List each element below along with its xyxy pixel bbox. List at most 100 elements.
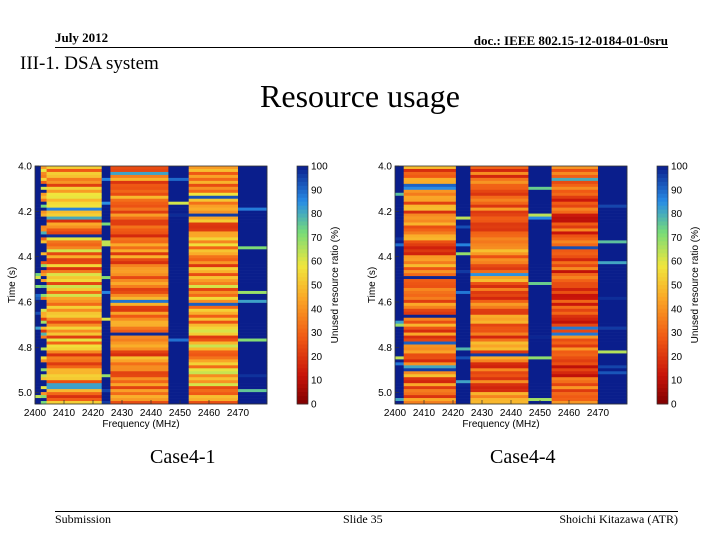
heatmap-cell [101,279,111,283]
heatmap-cell [188,368,239,372]
heatmap-cell [598,168,628,173]
heatmap-cell [188,320,239,324]
heatmap-cell [598,323,628,327]
heatmap-cell [168,332,189,336]
colorbar-label: Unused resource ratio (%) [330,227,341,344]
heatmap-cell [551,302,599,307]
heatmap-cell [238,377,268,381]
heatmap-cell [455,225,471,229]
heatmap-cell [40,168,47,173]
heatmap-cell [110,386,169,390]
heatmap-cell [110,341,169,345]
heatmap-cell [40,186,47,191]
x-tick-label: 2420 [82,408,105,419]
heatmap-cell [110,344,169,348]
heatmap-cell [238,270,268,274]
heatmap-cell [46,317,102,321]
heatmap-cell [238,317,268,321]
heatmap-cell [46,290,102,295]
heatmap-cell [403,258,457,262]
heatmap-cell [46,261,102,265]
heatmap-cell [46,243,102,247]
heatmap-cell [395,189,404,194]
heatmap-cell [188,267,239,271]
heatmap-cell [528,323,552,327]
heatmap-cell [35,296,42,301]
heatmap-cell [46,314,102,319]
heatmap-cell [46,380,102,384]
heatmap-cell [35,359,42,363]
heatmap-cell [168,320,189,324]
heatmap-cell [188,225,239,229]
heatmap-cell [528,383,552,387]
heatmap-cell [455,273,471,277]
heatmap-cell [46,166,102,170]
colorbar-step [657,177,668,183]
colorbar-step [657,356,668,361]
colorbar-step [657,368,668,373]
heatmap-cell [101,395,111,399]
heatmap-cell [403,192,457,197]
heatmap-cell [168,398,189,402]
x-tick-label: 2430 [471,408,494,419]
heatmap-cell [238,186,268,191]
heatmap-cell [395,287,404,292]
heatmap-cell [101,350,111,354]
heatmap-cell [403,287,457,292]
heatmap-cell [395,365,404,369]
heatmap-cell [395,285,404,289]
heatmap-cell [551,225,599,229]
heatmap-cell [551,341,599,345]
heatmap-cell [188,168,239,173]
heatmap-cell [395,246,404,250]
heatmap-cell [403,240,457,244]
heatmap-cell [40,365,47,369]
heatmap-cell [455,249,471,253]
heatmap-cell [168,377,189,381]
heatmap-cell [395,311,404,316]
heatmap-cell [551,290,599,295]
heatmap-cell [395,219,404,223]
heatmap-cell [168,246,189,250]
heatmap-cell [188,216,239,220]
heatmap-cell [598,234,628,238]
heatmap-cell [110,249,169,253]
heatmap-cell [168,270,189,274]
heatmap-cell [598,356,628,360]
colorbar-step [297,225,308,230]
heatmap-cell [470,311,529,316]
heatmap-cell [551,207,599,211]
colorbar-step [297,185,308,191]
heatmap-cell [551,395,599,399]
heatmap-cell [403,210,457,214]
heatmap-cell [395,195,404,200]
heatmap-cell [403,377,457,381]
heatmap-cell [528,368,552,372]
colorbar-step [657,296,668,302]
heatmap-cell [528,332,552,336]
heatmap-cell [110,323,169,327]
heatmap-cell [46,296,102,301]
heatmap-cell [395,338,404,342]
heatmap-cell [168,341,189,345]
heatmap-cell [455,189,471,194]
heatmap-cell [470,273,529,277]
heatmap-cell [110,302,169,307]
heatmap-cell [35,225,42,229]
header-rule [55,47,668,48]
heatmap-cell [188,273,239,277]
heatmap-cell [35,201,42,205]
heatmap-cell [598,311,628,316]
heatmap-cell [455,261,471,265]
heatmap-cell [188,338,239,342]
heatmap-cell [188,210,239,214]
heatmap-cell [101,213,111,217]
colorbar-tick-label: 60 [671,257,683,268]
heatmap-cell [35,347,42,351]
heatmap-cell [455,240,471,244]
colorbar-step [657,384,668,389]
heatmap-cell [238,219,268,223]
heatmap-cell [110,395,169,399]
colorbar-step [297,201,308,207]
heatmap-cell [551,213,599,217]
